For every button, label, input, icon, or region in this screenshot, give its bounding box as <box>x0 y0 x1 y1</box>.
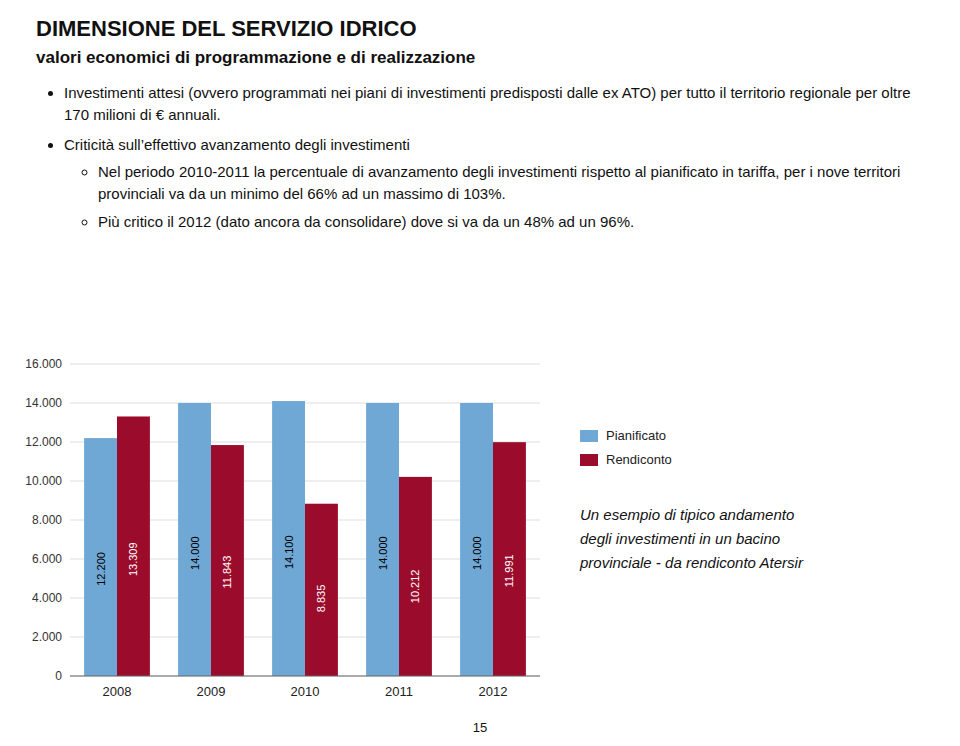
text-section: DIMENSIONE DEL SERVIZIO IDRICO valori eco… <box>36 16 926 241</box>
bars <box>84 401 526 676</box>
legend-swatch <box>580 454 598 466</box>
y-tick-label: 14.000 <box>25 396 62 410</box>
bullet: Criticità sull’effettivo avanzamento deg… <box>64 134 926 233</box>
data-label: 11.991 <box>503 554 515 587</box>
data-label: 12.200 <box>95 552 107 586</box>
annotation-line: Un esempio di tipico andamento <box>580 506 794 523</box>
x-tick-label: 2011 <box>385 684 413 699</box>
legend-swatch <box>580 430 598 442</box>
annotation-line: provinciale - da rendiconto Atersir <box>579 554 804 571</box>
bullet-list: Investimenti attesi (ovvero programmati … <box>36 82 926 233</box>
bar <box>84 438 117 676</box>
y-tick-label: 4.000 <box>32 591 62 605</box>
data-label: 13.309 <box>127 542 139 576</box>
y-tick-label: 6.000 <box>32 552 62 566</box>
y-tick-label: 8.000 <box>32 513 62 527</box>
chart-svg: 02.0004.0006.0008.00010.00012.00014.0001… <box>0 350 960 716</box>
x-axis-line <box>70 676 540 677</box>
bar <box>178 403 211 676</box>
sub-bullet-list: Nel periodo 2010-2011 la percentuale di … <box>64 161 926 232</box>
bar <box>117 416 150 676</box>
y-tick-label: 10.000 <box>25 474 62 488</box>
x-tick-label: 2008 <box>103 684 132 699</box>
data-label: 10.212 <box>409 570 421 604</box>
data-labels: 12.200 14.000 14.100 14.000 14.000 13.309 11.8… <box>95 535 516 612</box>
y-tick-label: 16.000 <box>25 357 62 371</box>
grid-line <box>70 676 540 677</box>
y-tick-label: 2.000 <box>32 630 62 644</box>
grid <box>70 364 540 676</box>
bar <box>399 477 432 676</box>
legend: Pianificato Rendiconto <box>580 428 672 467</box>
bar <box>272 401 305 676</box>
data-label: 14.000 <box>377 536 389 570</box>
legend-label: Pianificato <box>606 428 666 443</box>
sub-bullet: Nel periodo 2010-2011 la percentuale di … <box>98 161 926 205</box>
x-tick-label: 2009 <box>197 684 226 699</box>
data-label: 8.835 <box>315 585 327 613</box>
footer: 15 <box>0 720 960 735</box>
x-axis: 2008 2009 2010 2011 2012 <box>70 676 540 699</box>
x-tick-label: 2012 <box>479 684 508 699</box>
chart-container: 02.0004.0006.0008.00010.00012.00014.0001… <box>0 350 960 720</box>
bullet: Investimenti attesi (ovvero programmati … <box>64 82 926 126</box>
bar <box>493 442 526 676</box>
data-label: 14.100 <box>283 535 295 569</box>
annotation-note: Un esempio di tipico andamento degli inve… <box>579 506 804 571</box>
data-label: 11.843 <box>221 556 233 589</box>
data-label: 14.000 <box>471 536 483 570</box>
y-tick-label: 12.000 <box>25 435 62 449</box>
bar <box>460 403 493 676</box>
x-tick-label: 2010 <box>291 684 320 699</box>
subtitle: valori economici di programmazione e di … <box>36 48 926 68</box>
legend-label: Rendiconto <box>606 452 672 467</box>
bar <box>366 403 399 676</box>
y-tick-label: 0 <box>55 669 62 683</box>
title: DIMENSIONE DEL SERVIZIO IDRICO <box>36 16 926 42</box>
grid-line <box>70 364 540 365</box>
bullet-text: Criticità sull’effettivo avanzamento deg… <box>64 136 410 153</box>
bar <box>211 445 244 676</box>
sub-bullet: Più critico il 2012 (dato ancora da cons… <box>98 211 926 233</box>
y-axis: 0 2.000 4.000 6.000 8.000 10.000 12.000 14.000 1… <box>25 357 62 683</box>
data-label: 14.000 <box>189 536 201 570</box>
bar <box>305 504 338 676</box>
annotation-line: degli investimenti in un bacino <box>580 530 780 547</box>
